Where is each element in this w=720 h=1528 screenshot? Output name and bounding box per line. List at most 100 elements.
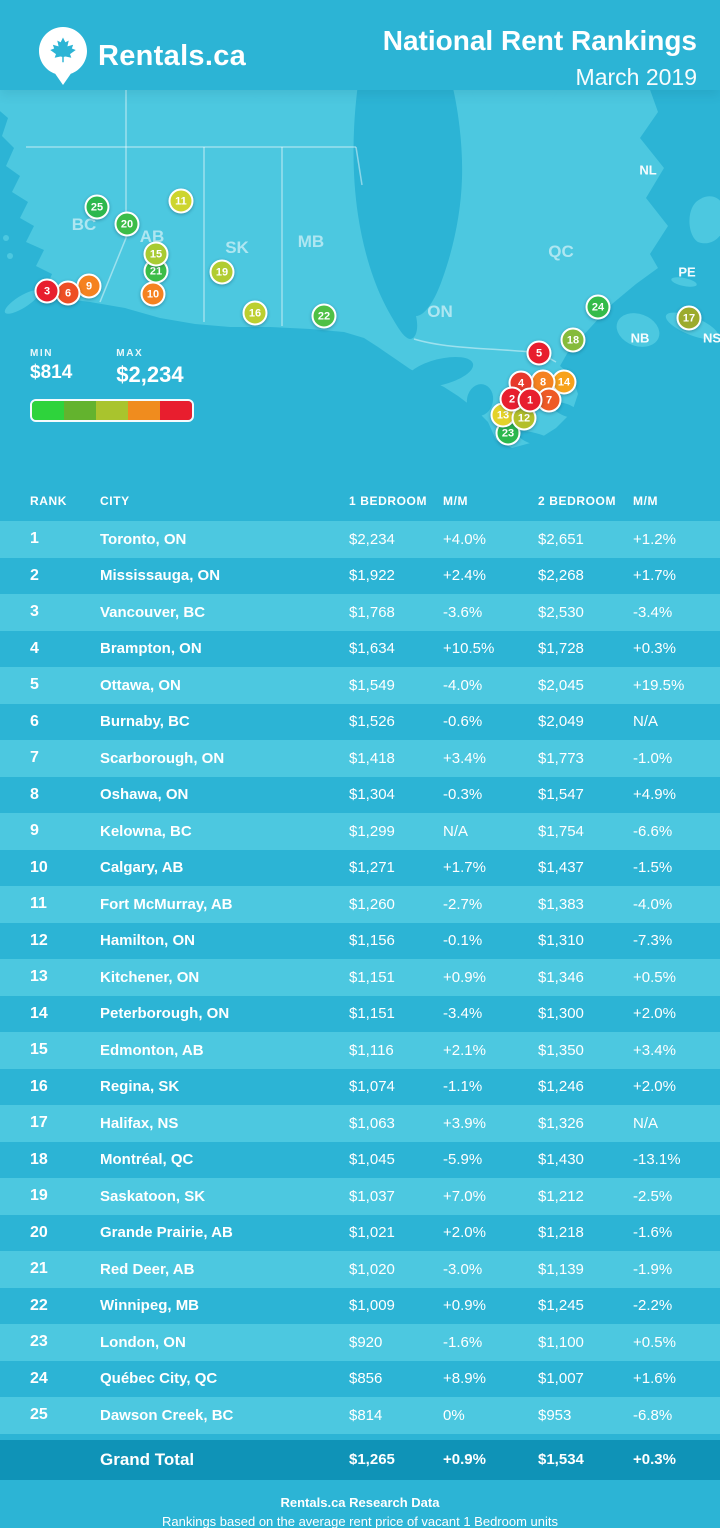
cell-city: Toronto, ON <box>100 530 187 548</box>
province-label-nb: NB <box>630 330 650 346</box>
cell-1bed-mm: +8.9% <box>443 1370 486 1388</box>
table-row: 18 Montréal, QC $1,045 -5.9% $1,430 -13.… <box>0 1142 720 1179</box>
map-marker-11: 11 <box>168 188 194 214</box>
cell-rank: 17 <box>30 1114 48 1132</box>
table-row: 2 Mississauga, ON $1,922 +2.4% $2,268 +1… <box>0 558 720 595</box>
cell-2bed-price: $1,346 <box>538 968 584 986</box>
table-header: RANK CITY 1 BEDROOM M/M 2 BEDROOM M/M <box>0 460 720 521</box>
map-marker-19: 19 <box>209 259 235 285</box>
cell-rank: 1 <box>30 530 39 548</box>
map-marker-18: 18 <box>560 327 586 353</box>
cell-2bed-mm: -2.2% <box>633 1297 673 1315</box>
cell-1bed-mm: -1.1% <box>443 1078 483 1096</box>
cell-1bed-price: $1,271 <box>349 859 395 877</box>
cell-rank: 13 <box>30 968 48 986</box>
cell-1bed-mm: -3.4% <box>443 1005 483 1023</box>
cell-2bed-price: $1,300 <box>538 1005 584 1023</box>
cell-1bed-mm: -0.6% <box>443 713 483 731</box>
cell-1bed-price: $1,009 <box>349 1297 395 1315</box>
cell-1bed-price: $1,304 <box>349 786 395 804</box>
map-marker-15: 15 <box>143 241 169 267</box>
grand-total-2bed: $1,534 <box>538 1451 584 1468</box>
cell-rank: 8 <box>30 785 39 803</box>
cell-city: Halifax, NS <box>100 1114 179 1132</box>
cell-1bed-price: $1,549 <box>349 676 395 694</box>
cell-rank: 18 <box>30 1150 48 1168</box>
cell-city: Kitchener, ON <box>100 968 200 986</box>
cell-2bed-price: $953 <box>538 1406 572 1424</box>
cell-1bed-mm: +0.9% <box>443 1297 486 1315</box>
gradient-segment <box>32 401 64 420</box>
cell-city: Red Deer, AB <box>100 1260 195 1278</box>
cell-rank: 22 <box>30 1296 48 1314</box>
cell-1bed-price: $1,116 <box>349 1041 394 1059</box>
cell-2bed-price: $1,437 <box>538 859 584 877</box>
col-header-2bedroom: 2 BEDROOM <box>538 494 617 508</box>
cell-city: Hamilton, ON <box>100 932 196 950</box>
table-row: 23 London, ON $920 -1.6% $1,100 +0.5% <box>0 1324 720 1361</box>
cell-rank: 21 <box>30 1260 48 1278</box>
map-marker-3: 3 <box>34 278 60 304</box>
province-label-mb: MB <box>297 232 325 251</box>
cell-1bed-mm: -4.0% <box>443 676 483 694</box>
province-label-pe: PE <box>678 264 696 280</box>
cell-2bed-mm: +1.2% <box>633 530 676 548</box>
map-marker-24: 24 <box>585 294 611 320</box>
cell-rank: 2 <box>30 566 39 584</box>
cell-2bed-mm: N/A <box>633 1114 659 1132</box>
cell-1bed-price: $1,151 <box>349 968 395 986</box>
cell-city: Calgary, AB <box>100 859 184 877</box>
table-row: 17 Halifax, NS $1,063 +3.9% $1,326 N/A <box>0 1105 720 1142</box>
legend: MIN $814 MAX $2,234 <box>30 348 194 422</box>
legend-max-value: $2,234 <box>116 362 184 387</box>
cell-rank: 7 <box>30 749 39 767</box>
cell-1bed-price: $1,634 <box>349 640 395 658</box>
cell-2bed-price: $2,049 <box>538 713 584 731</box>
cell-1bed-price: $1,526 <box>349 713 395 731</box>
cell-city: Ottawa, ON <box>100 676 181 694</box>
cell-rank: 16 <box>30 1077 48 1095</box>
table-row: 13 Kitchener, ON $1,151 +0.9% $1,346 +0.… <box>0 959 720 996</box>
cell-rank: 24 <box>30 1369 48 1387</box>
cell-1bed-mm: +4.0% <box>443 530 486 548</box>
cell-city: Grande Prairie, AB <box>100 1224 233 1242</box>
cell-city: Montréal, QC <box>100 1151 194 1169</box>
table-row: 4 Brampton, ON $1,634 +10.5% $1,728 +0.3… <box>0 631 720 668</box>
cell-1bed-mm: -1.6% <box>443 1333 483 1351</box>
cell-1bed-price: $1,260 <box>349 895 395 913</box>
cell-1bed-price: $1,922 <box>349 567 395 585</box>
cell-1bed-mm: -0.3% <box>443 786 483 804</box>
gradient-segment <box>160 401 192 420</box>
map-marker-16: 16 <box>242 300 268 326</box>
cell-rank: 12 <box>30 931 48 949</box>
map-marker-1: 1 <box>517 387 543 413</box>
cell-city: Peterborough, ON <box>100 1005 230 1023</box>
cell-2bed-mm: -1.0% <box>633 749 673 767</box>
cell-rank: 14 <box>30 1004 48 1022</box>
gradient-segment <box>96 401 128 420</box>
cell-city: Oshawa, ON <box>100 786 189 804</box>
cell-2bed-mm: +19.5% <box>633 676 685 694</box>
province-label-bc: BC <box>71 215 97 234</box>
cell-1bed-price: $1,418 <box>349 749 395 767</box>
table-row: 12 Hamilton, ON $1,156 -0.1% $1,310 -7.3… <box>0 923 720 960</box>
legend-max-label: MAX <box>116 348 144 359</box>
cell-1bed-mm: -0.1% <box>443 932 483 950</box>
cell-2bed-mm: +0.5% <box>633 968 676 986</box>
cell-city: London, ON <box>100 1333 186 1351</box>
cell-1bed-price: $856 <box>349 1370 383 1388</box>
footer: Rentals.ca Research Data Rankings based … <box>0 1493 720 1528</box>
cell-city: Edmonton, AB <box>100 1041 204 1059</box>
cell-city: Regina, SK <box>100 1078 180 1096</box>
cell-rank: 10 <box>30 858 48 876</box>
cell-2bed-mm: +4.9% <box>633 786 676 804</box>
cell-1bed-mm: +1.7% <box>443 859 486 877</box>
cell-2bed-price: $1,007 <box>538 1370 584 1388</box>
province-label-nl: NL <box>639 162 657 178</box>
cell-1bed-price: $1,151 <box>349 1005 395 1023</box>
cell-city: Burnaby, BC <box>100 713 190 731</box>
table-row: 10 Calgary, AB $1,271 +1.7% $1,437 -1.5% <box>0 850 720 887</box>
cell-city: Québec City, QC <box>100 1370 218 1388</box>
cell-1bed-mm: -3.6% <box>443 603 483 621</box>
cell-2bed-mm: -6.6% <box>633 822 673 840</box>
